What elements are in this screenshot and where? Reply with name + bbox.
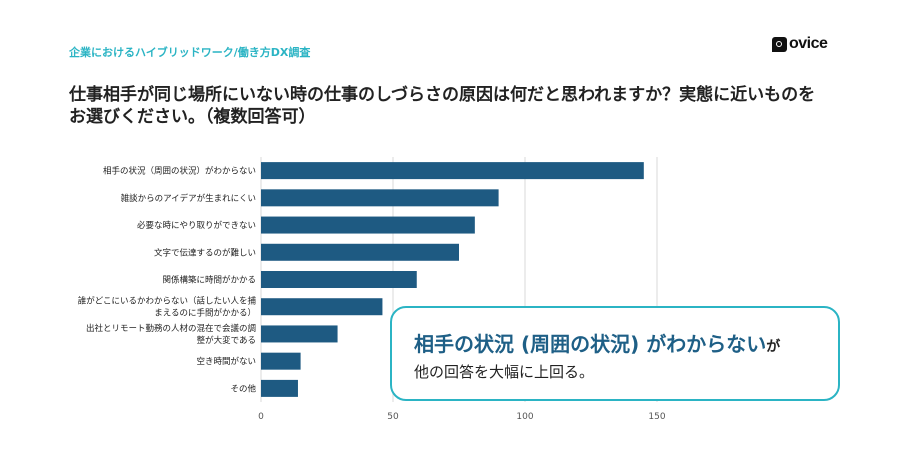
category-label: 必要な時にやり取りができない: [137, 220, 256, 231]
bar: [261, 271, 417, 288]
category-label: 出社とリモート勤務の人材の混在で会議の調: [86, 323, 256, 334]
category-label: まえるのに手間がかかる）: [154, 308, 256, 319]
category-label: 整が大変である: [197, 335, 256, 346]
callout-line2: 他の回答を大幅に上回る。: [414, 363, 595, 381]
logo-text: ovice: [789, 35, 828, 52]
x-tick-label: 150: [648, 412, 665, 422]
bar: [261, 352, 301, 370]
ovice-logo: ovice: [772, 35, 828, 53]
x-tick-label: 50: [387, 412, 399, 422]
category-label: 空き時間がない: [196, 356, 256, 367]
bar: [261, 162, 644, 180]
bar: [261, 379, 298, 397]
bar: [261, 189, 499, 207]
x-tick-label: 100: [516, 412, 533, 422]
bar: [261, 325, 338, 343]
survey-eyebrow: 企業におけるハイブリッドワーク/働き方DX調査: [69, 46, 311, 59]
callout-suffix: が: [766, 339, 781, 355]
bar: [261, 298, 383, 316]
category-label: 誰がどこにいるかわからない（話したい人を捕: [78, 296, 257, 307]
ovice-logo-icon: [772, 36, 787, 52]
category-label: 雑談からのアイデアが生まれにくい: [121, 193, 256, 204]
question-title: 仕事相手が同じ場所にいない時の仕事のしづらさの原因は何だと思われますか？実態に近…: [69, 85, 816, 127]
category-label: その他: [230, 383, 256, 394]
category-label: 文字で伝達するのが難しい: [154, 247, 256, 258]
callout-line1: 相手の状況 (周囲の状況) がわからないが: [414, 328, 838, 357]
callout-box: 相手の状況 (周囲の状況) がわからないが 他の回答を大幅に上回る。: [390, 306, 840, 401]
x-tick-label: 0: [258, 412, 264, 422]
callout-highlight: 相手の状況 (周囲の状況) がわからない: [414, 332, 767, 356]
category-label: 関係構築に時間がかかる: [162, 275, 256, 286]
bar: [261, 216, 475, 234]
category-label: 相手の状況（周囲の状況）がわからない: [103, 166, 256, 177]
bar: [261, 243, 459, 261]
